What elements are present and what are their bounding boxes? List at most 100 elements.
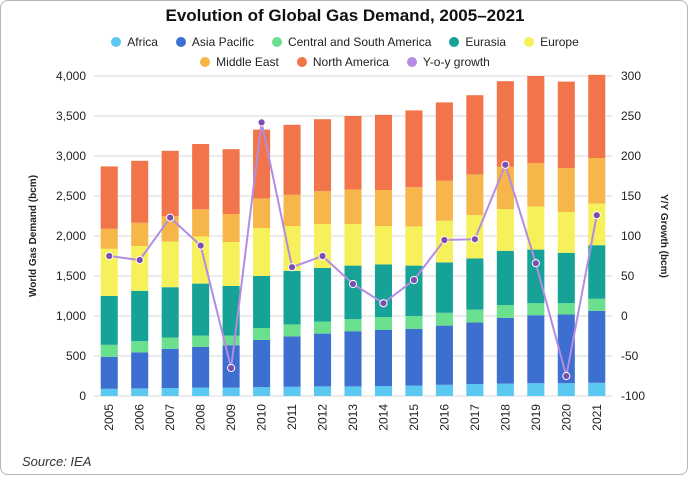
legend-row-1: Africa Asia Pacific Central and South Am…: [0, 35, 690, 49]
legend-label-eurasia: Eurasia: [465, 35, 507, 49]
growth-point: [318, 251, 327, 261]
bar-middle-east: [344, 189, 362, 224]
growth-point: [166, 213, 175, 222]
bar-asia-pacific: [192, 346, 210, 388]
bar-north-america: [374, 114, 393, 190]
bar-europe: [557, 212, 575, 253]
bar-asia-pacific: [405, 328, 423, 386]
x-tick-label: 2019: [529, 404, 543, 431]
x-tick-label: 2015: [407, 404, 421, 431]
bar-africa: [435, 384, 453, 396]
bar-central-and-south-america: [192, 335, 210, 347]
legend-swatch-north-america: [296, 57, 307, 67]
bar-eurasia: [374, 264, 393, 318]
y2-tick-label: 300: [621, 69, 641, 83]
bar-asia-pacific: [496, 318, 514, 384]
y-tick-label: 4,000: [56, 69, 86, 83]
bar-middle-east: [100, 228, 118, 249]
bar-eurasia: [313, 268, 332, 322]
legend-swatch-africa: [111, 37, 122, 47]
bar-middle-east: [283, 194, 301, 226]
bar-asia-pacific: [131, 352, 149, 389]
bar-europe: [344, 224, 362, 266]
bar-north-america: [527, 76, 545, 164]
bar-asia-pacific: [588, 310, 606, 383]
bar-eurasia: [161, 287, 179, 338]
legend-row-2: Middle East North America Y-o-y growth: [0, 55, 690, 69]
legend-swatch-asia-pacific: [175, 37, 186, 47]
bar-asia-pacific: [374, 330, 393, 386]
legend-item-africa: Africa: [111, 35, 158, 49]
bar-africa: [527, 383, 545, 396]
x-tick-label: 2012: [316, 404, 330, 431]
bar-central-and-south-america: [588, 298, 606, 311]
bar-central-and-south-america: [313, 321, 332, 334]
bar-central-and-south-america: [466, 309, 484, 323]
growth-point: [592, 211, 601, 220]
legend-swatch-eurasia: [449, 37, 460, 47]
bar-north-america: [222, 149, 240, 214]
bar-eurasia: [405, 265, 423, 316]
y2-tick-label: 50: [621, 269, 635, 283]
bar-central-and-south-america: [131, 341, 149, 353]
bar-central-and-south-america: [374, 317, 393, 330]
bar-middle-east: [588, 158, 606, 204]
bar-north-america: [435, 102, 453, 181]
legend-label-middle-east: Middle East: [216, 55, 279, 69]
bar-europe: [253, 228, 271, 276]
y-axis-title: World Gas Demand (bcm): [28, 175, 39, 297]
bar-north-america: [344, 116, 362, 190]
x-tick-label: 2016: [437, 404, 451, 431]
bar-middle-east: [466, 174, 484, 216]
y2-tick-label: -50: [621, 349, 639, 363]
bar-asia-pacific: [253, 340, 271, 388]
bar-europe: [588, 203, 606, 246]
growth-point: [105, 251, 114, 261]
source-note: Source: IEA: [22, 454, 92, 469]
bar-africa: [253, 387, 271, 396]
y2-tick-label: 100: [621, 229, 641, 243]
y2-tick-label: 150: [621, 189, 641, 203]
legend-item-eurasia: Eurasia: [449, 35, 506, 49]
bar-central-and-south-america: [344, 319, 362, 332]
x-tick-label: 2014: [376, 404, 390, 431]
bar-eurasia: [496, 250, 514, 306]
growth-point: [531, 259, 540, 268]
bar-asia-pacific: [283, 336, 301, 387]
bar-central-and-south-america: [435, 312, 453, 326]
bar-north-america: [100, 166, 118, 229]
bar-africa: [557, 383, 575, 396]
bar-asia-pacific: [161, 348, 179, 388]
bar-north-america: [161, 150, 179, 216]
bar-europe: [161, 241, 179, 288]
growth-point: [379, 299, 388, 308]
x-tick-label: 2021: [590, 404, 604, 431]
bar-central-and-south-america: [253, 328, 271, 340]
growth-point: [196, 241, 205, 250]
bar-north-america: [192, 144, 210, 210]
growth-point: [501, 160, 510, 169]
bar-eurasia: [131, 290, 149, 342]
bar-middle-east: [192, 209, 210, 237]
y-tick-label: 1,500: [56, 269, 86, 283]
legend-label-central-south-america: Central and South America: [287, 35, 432, 49]
bar-africa: [374, 386, 393, 396]
x-tick-label: 2013: [346, 404, 360, 431]
bar-europe: [374, 226, 393, 265]
legend-item-central-south-america: Central and South America: [271, 35, 432, 49]
bar-asia-pacific: [557, 314, 575, 384]
bar-africa: [466, 384, 484, 396]
x-tick-label: 2008: [194, 404, 208, 431]
y2-tick-label: 250: [621, 109, 641, 123]
bar-africa: [344, 386, 362, 396]
bar-africa: [131, 388, 149, 396]
y-tick-label: 1,000: [56, 309, 86, 323]
bar-central-and-south-america: [100, 344, 118, 357]
legend-label-africa: Africa: [127, 35, 158, 49]
legend-swatch-yoy-growth: [406, 57, 417, 67]
bar-central-and-south-america: [557, 303, 575, 315]
bar-africa: [161, 388, 179, 396]
bar-eurasia: [222, 286, 240, 336]
bar-north-america: [588, 74, 606, 158]
growth-point: [287, 263, 297, 272]
